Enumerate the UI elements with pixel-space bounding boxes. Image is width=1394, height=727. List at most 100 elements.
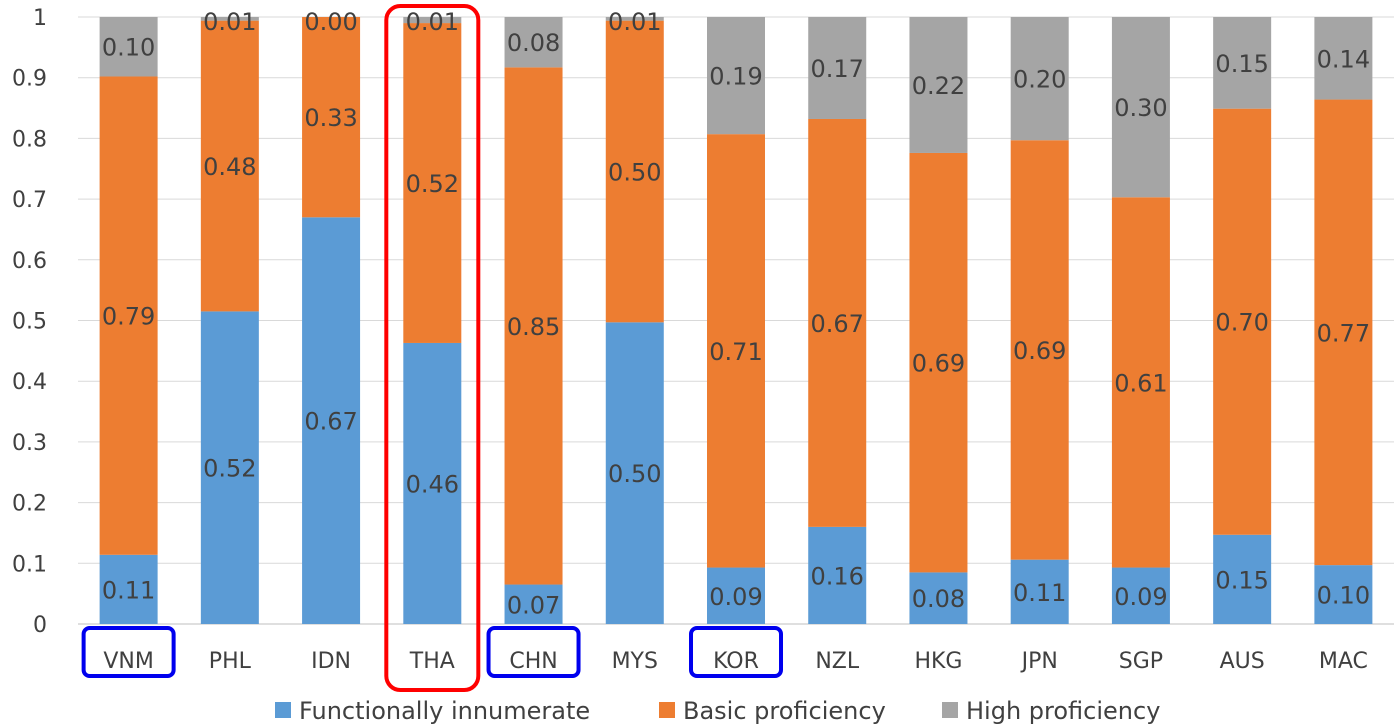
data-label: 0.00 xyxy=(304,8,357,36)
bar-segment xyxy=(1111,197,1170,568)
x-tick-label: PHL xyxy=(209,649,252,674)
bar-segment xyxy=(1111,17,1170,198)
data-label: 0.15 xyxy=(1215,566,1268,594)
data-label: 0.67 xyxy=(304,408,357,436)
y-tick-label: 1 xyxy=(33,6,47,31)
bar-segment xyxy=(909,572,968,624)
data-label: 0.19 xyxy=(709,63,762,91)
data-labels: 0.11 0.79 0.10 0.52 0.48 0.01 0.67 0.33 0.00 0.46… xyxy=(102,8,1370,619)
data-label: 0.85 xyxy=(507,313,560,341)
x-tick-label: NZL xyxy=(815,649,860,674)
bar-segment xyxy=(99,17,158,77)
y-axis: 0 0.1 0.2 0.3 0.4 0.5 0.6 0.7 0.8 0.9 1 xyxy=(12,6,47,638)
bar-segment xyxy=(99,76,158,555)
bar-segment xyxy=(1213,534,1272,624)
x-tick-label: MAC xyxy=(1319,649,1368,674)
bar-segment xyxy=(707,17,765,135)
data-label: 0.77 xyxy=(1317,319,1370,347)
y-tick-label: 0.6 xyxy=(12,249,47,274)
legend-label: Basic proficiency xyxy=(683,697,886,725)
x-tick-label: THA xyxy=(409,649,455,674)
x-tick-label: KOR xyxy=(713,649,759,674)
y-tick-label: 0 xyxy=(33,613,47,638)
data-label: 0.11 xyxy=(102,576,155,604)
bar-segment xyxy=(909,17,968,153)
data-label: 0.79 xyxy=(102,303,155,331)
bar-segment xyxy=(605,322,664,624)
data-label: 0.70 xyxy=(1215,309,1268,337)
bar-segment xyxy=(1010,559,1069,624)
data-label: 0.50 xyxy=(608,158,661,186)
highlight-label-box xyxy=(689,626,783,678)
data-label: 0.67 xyxy=(811,310,864,338)
data-label: 0.09 xyxy=(1114,583,1167,611)
highlight-boxes xyxy=(81,4,783,692)
y-tick-label: 0.9 xyxy=(12,67,47,92)
bar-segment xyxy=(200,20,259,312)
y-tick-label: 0.2 xyxy=(12,492,47,517)
legend: Functionally innumerate Basic proficiency… xyxy=(275,697,1160,725)
bar-segment xyxy=(302,17,361,218)
bar-segment xyxy=(504,584,563,624)
bar-segment xyxy=(302,217,361,624)
bar-segment xyxy=(808,526,867,624)
highlight-label-box xyxy=(81,626,176,678)
data-label: 0.01 xyxy=(608,8,661,36)
data-label: 0.52 xyxy=(406,170,459,198)
legend-label: Functionally innumerate xyxy=(299,697,590,725)
bar-segment xyxy=(707,134,765,568)
legend-label: High proficiency xyxy=(966,697,1160,725)
data-label: 0.09 xyxy=(709,583,762,611)
bar-segment xyxy=(1010,17,1069,141)
x-tick-label: IDN xyxy=(311,649,351,674)
data-label: 0.33 xyxy=(304,104,357,132)
data-label: 0.08 xyxy=(507,29,560,57)
bar-segment xyxy=(504,67,563,585)
bar-segment xyxy=(605,20,664,323)
x-axis: VNM PHL IDN THA CHN MYS KOR NZL HKG JPN SGP AUS MAC xyxy=(103,649,1368,674)
data-label: 0.22 xyxy=(912,72,965,100)
data-label: 0.46 xyxy=(406,470,459,498)
x-tick-label: MYS xyxy=(612,649,658,674)
data-label: 0.16 xyxy=(811,562,864,590)
data-label: 0.10 xyxy=(102,34,155,62)
legend-swatch xyxy=(275,702,291,718)
bar-segment xyxy=(99,554,158,624)
bar-segment xyxy=(1314,99,1373,566)
data-label: 0.30 xyxy=(1114,94,1167,122)
data-label: 0.50 xyxy=(608,460,661,488)
bar-segment xyxy=(808,17,867,119)
y-tick-label: 0.5 xyxy=(12,310,47,335)
legend-swatch xyxy=(659,702,675,718)
x-tick-label: SGP xyxy=(1119,649,1163,674)
bar-segment xyxy=(403,17,462,24)
highlight-column-box xyxy=(384,4,481,692)
bar-segment xyxy=(1314,17,1373,100)
y-tick-label: 0.3 xyxy=(12,431,47,456)
bar-segment xyxy=(403,23,462,343)
data-label: 0.01 xyxy=(203,8,256,36)
data-label: 0.01 xyxy=(406,8,459,36)
highlight-label-box xyxy=(486,626,581,678)
data-label: 0.08 xyxy=(912,585,965,613)
x-tick-label: AUS xyxy=(1220,649,1265,674)
data-label: 0.69 xyxy=(912,350,965,378)
bar-segment xyxy=(605,17,664,21)
data-label: 0.52 xyxy=(203,455,256,483)
data-label: 0.20 xyxy=(1013,66,1066,94)
x-tick-label: HKG xyxy=(914,649,962,674)
bar-segment xyxy=(403,342,462,624)
bar-segment xyxy=(1111,567,1170,624)
bar-segment xyxy=(707,567,765,624)
y-tick-label: 0.7 xyxy=(12,188,47,213)
data-label: 0.61 xyxy=(1114,369,1167,397)
bar-segment xyxy=(200,17,259,21)
bar-segment xyxy=(808,118,867,527)
bars xyxy=(99,17,1373,624)
x-tick-label: CHN xyxy=(509,649,557,674)
y-tick-label: 0.8 xyxy=(12,127,47,152)
data-label: 0.14 xyxy=(1317,45,1370,73)
x-tick-label: JPN xyxy=(1020,649,1058,674)
bar-segment xyxy=(1213,17,1272,109)
